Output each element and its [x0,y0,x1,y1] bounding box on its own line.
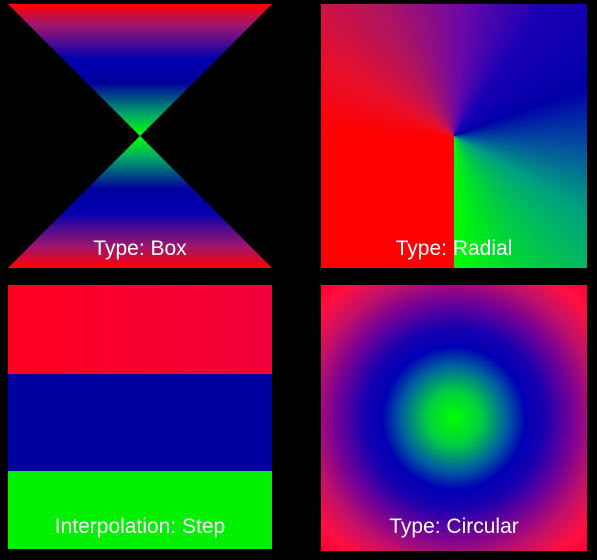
circular-gradient-panel: Type: Circular [321,285,587,551]
radial-gradient-panel: Type: Radial [321,4,587,268]
step-gradient-label: Interpolation: Step [54,515,226,538]
step-band-blue [8,374,272,471]
box-gradient-label: Type: Box [93,237,187,260]
box-gradient-vertical-layer [8,4,272,268]
step-band-red [8,285,272,374]
step-gradient-panel: Interpolation: Step [8,285,272,549]
radial-gradient-label: Type: Radial [395,237,513,260]
step-band-green [8,471,272,549]
circular-gradient-label: Type: Circular [389,515,519,538]
box-gradient-panel: Type: Box [8,4,272,268]
